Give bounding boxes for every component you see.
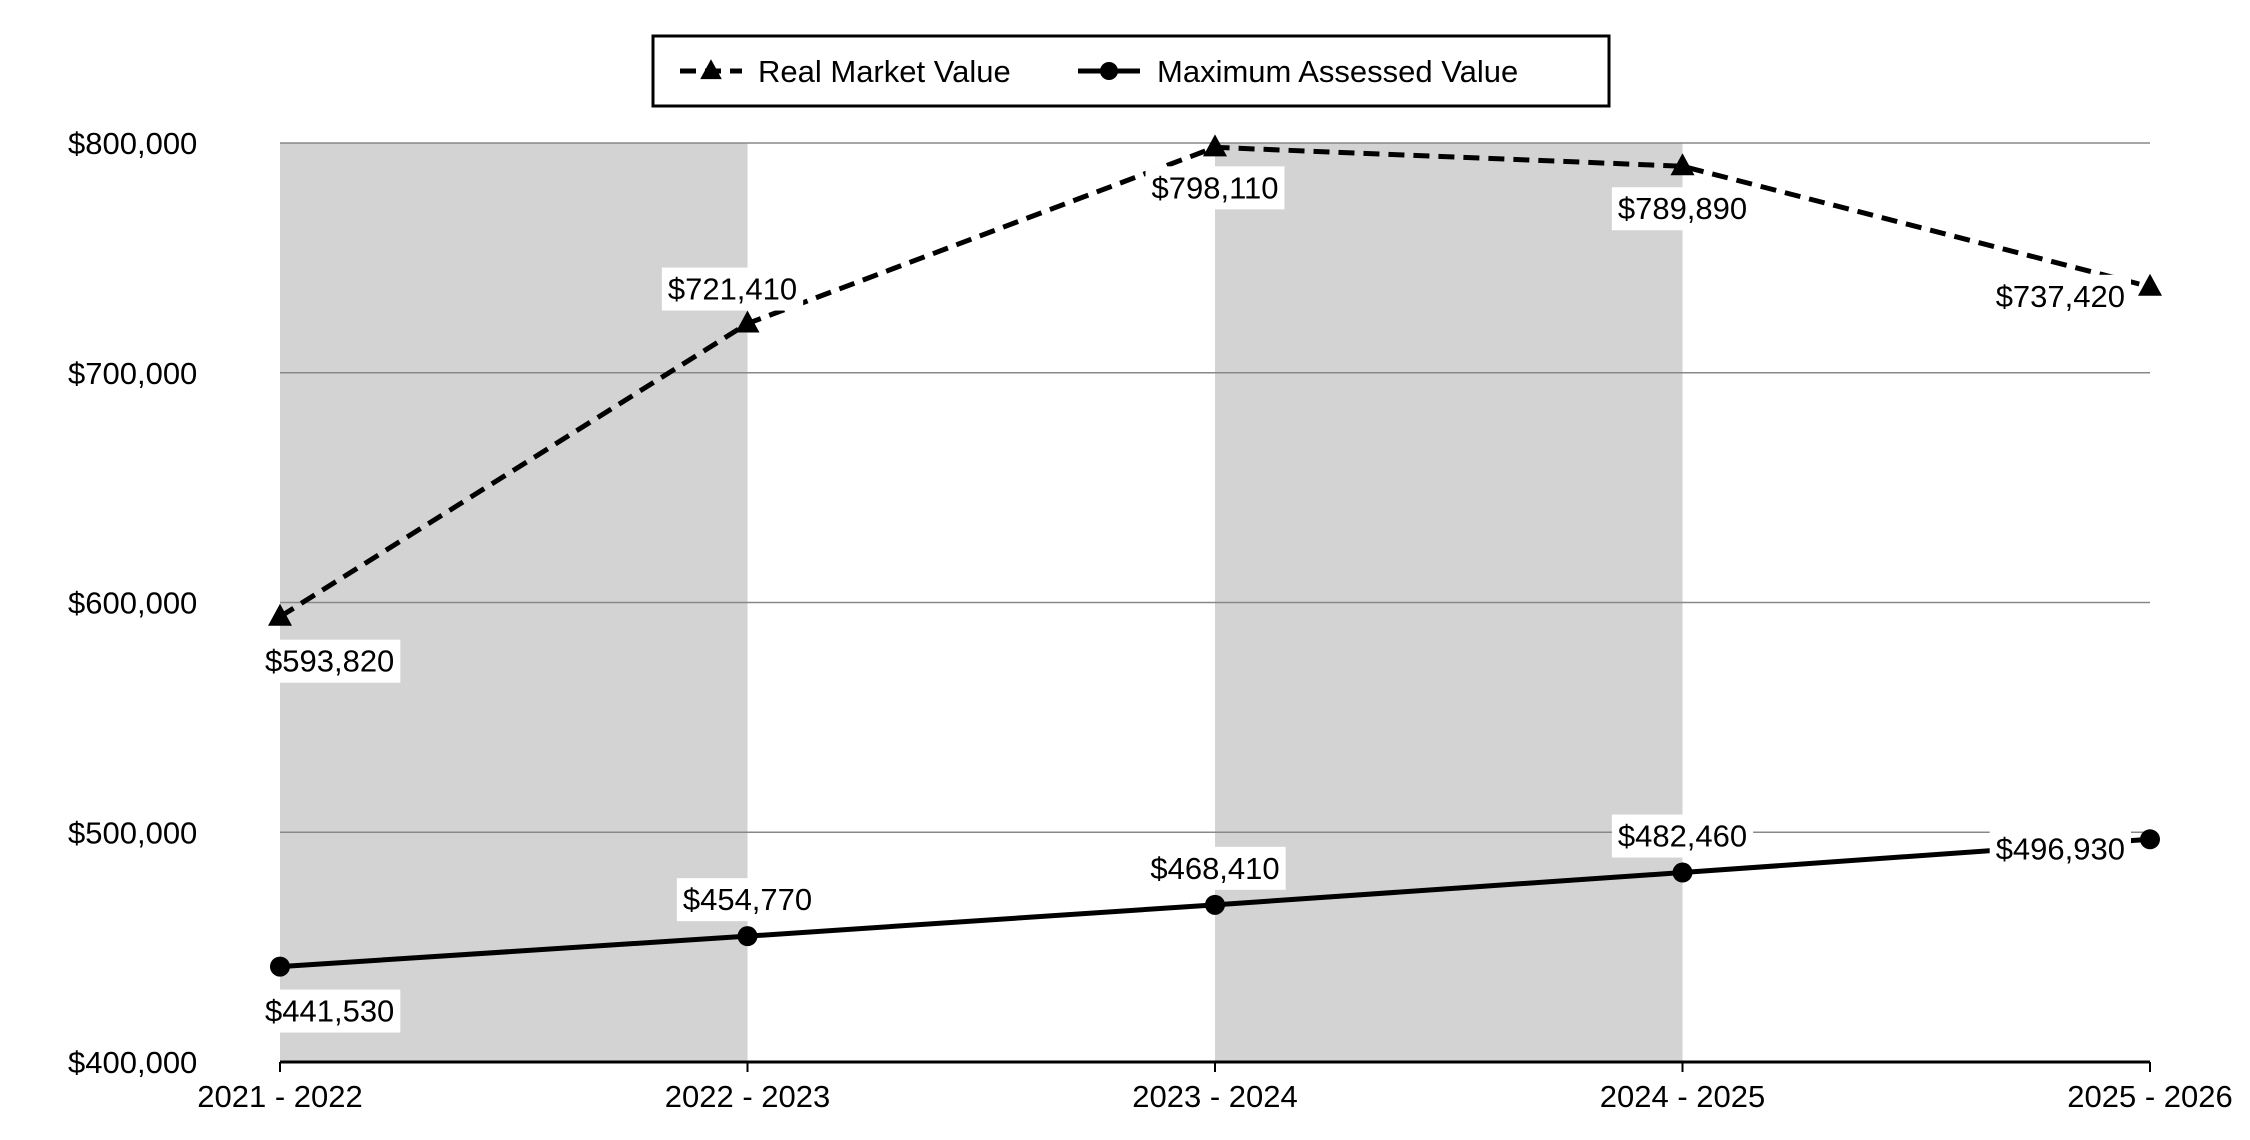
y-tick-label: $800,000: [68, 126, 197, 161]
data-label-real-market-value: $593,820: [259, 639, 401, 683]
data-label-background: [1989, 274, 2131, 318]
real-market-value-point: [268, 603, 292, 626]
data-label-background: [1611, 814, 1754, 858]
data-label-maximum-assessed-value: $482,460: [1611, 814, 1754, 858]
data-label-text: $468,410: [1150, 851, 1279, 886]
legend-label: Maximum Assessed Value: [1157, 54, 1518, 89]
y-tick-label: $700,000: [68, 356, 197, 391]
data-label-maximum-assessed-value: $468,410: [1144, 846, 1286, 890]
real-market-value-point: [1203, 134, 1227, 157]
series-markers: [268, 134, 2162, 977]
data-label-text: $454,770: [683, 882, 812, 917]
data-label-text: $441,530: [265, 994, 394, 1029]
data-label-background: [676, 878, 819, 922]
data-label-maximum-assessed-value: $441,530: [259, 989, 401, 1033]
legend-box: [651, 34, 1611, 108]
data-label-text: $593,820: [265, 644, 394, 679]
data-label-background: [1989, 827, 2131, 871]
data-label-background: [661, 267, 804, 311]
data-label-background: [1145, 166, 1285, 210]
maximum-assessed-value-point: [270, 956, 290, 977]
legend: Real Market Value Maximum Assessed Value: [651, 34, 1611, 108]
maximum-assessed-value-point: [2140, 829, 2160, 850]
real-market-value-point: [2138, 273, 2162, 296]
real-market-value-point: [1670, 153, 1695, 176]
legend-label: Real Market Value: [758, 54, 1011, 89]
x-tick-label: 2022 - 2023: [665, 1079, 830, 1114]
data-label-background: [1611, 187, 1754, 231]
legend-marker: [1100, 62, 1118, 80]
x-tick-label: 2021 - 2022: [197, 1079, 362, 1114]
data-label-real-market-value: $737,420: [1989, 274, 2131, 318]
data-label-text: $737,420: [1996, 279, 2125, 314]
data-label-real-market-value: $798,110: [1145, 166, 1285, 210]
data-label-text: $721,410: [668, 272, 797, 307]
maximum-assessed-value-point: [737, 926, 758, 947]
data-label-text: $798,110: [1152, 170, 1279, 205]
data-label-background: [1144, 846, 1286, 890]
maximum-assessed-value-point: [1672, 862, 1693, 883]
data-label-text: $789,890: [1618, 191, 1747, 226]
real-market-value-point: [735, 310, 760, 333]
legend-marker: [700, 59, 722, 80]
data-label-maximum-assessed-value: $496,930: [1989, 827, 2131, 871]
y-tick-label: $400,000: [68, 1045, 197, 1080]
maximum-assessed-value-point: [1205, 894, 1225, 915]
data-labels: $593,820 $721,410 $798,110 $789,890 $737,420…: [259, 166, 2131, 1033]
data-label-text: $496,930: [1996, 831, 2125, 866]
data-label-real-market-value: $721,410: [661, 267, 804, 311]
data-label-real-market-value: $789,890: [1611, 187, 1754, 231]
data-label-background: [259, 639, 401, 683]
x-axis: 2021 - 2022 2022 - 2023 2023 - 2024 2024 - …: [197, 1060, 2233, 1114]
data-label-background: [259, 989, 401, 1033]
data-label-maximum-assessed-value: $454,770: [676, 878, 819, 922]
y-tick-label: $500,000: [68, 815, 197, 850]
x-tick-label: 2024 - 2025: [1600, 1079, 1765, 1114]
y-axis: $400,000 $500,000 $600,000 $700,000 $800,000: [68, 126, 197, 1080]
y-tick-label: $600,000: [68, 586, 197, 621]
x-tick-label: 2025 - 2026: [2067, 1079, 2232, 1114]
x-tick-label: 2023 - 2024: [1132, 1079, 1297, 1114]
data-label-text: $482,460: [1618, 819, 1747, 854]
